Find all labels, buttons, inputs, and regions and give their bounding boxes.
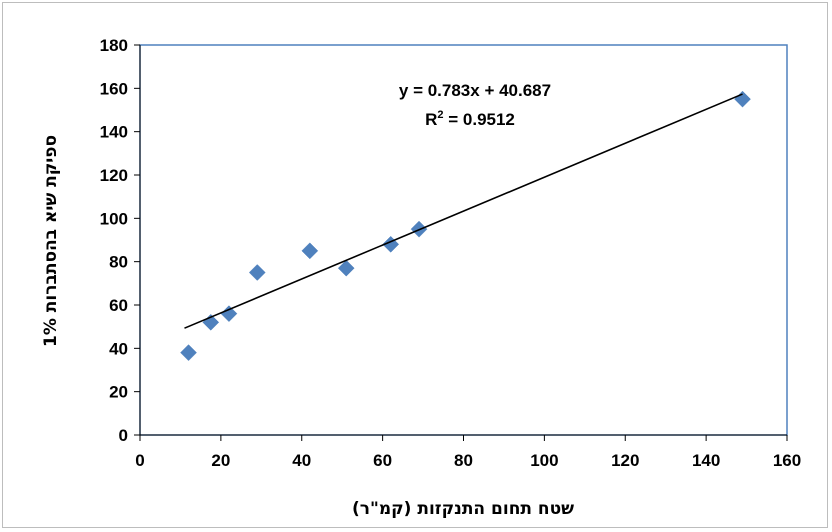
y-tick-label: 80 (109, 253, 128, 272)
r-squared-exponent: 2 (437, 109, 443, 121)
y-tick-label: 60 (109, 296, 128, 315)
x-tick-label: 80 (454, 451, 473, 470)
data-point-marker (248, 264, 266, 281)
trendline-equation: y = 0.783x + 40.687 (399, 81, 551, 100)
data-point-marker (301, 242, 319, 260)
plot-border (139, 44, 788, 436)
trendline (184, 93, 743, 329)
y-tick-label: 140 (100, 123, 128, 142)
y-tick-label: 100 (100, 209, 128, 228)
data-point-marker (734, 90, 751, 108)
data-points (180, 90, 751, 362)
data-point-marker (337, 259, 355, 277)
x-tick-label: 0 (135, 451, 144, 470)
data-point-marker (180, 344, 197, 362)
trendline-path (184, 93, 743, 329)
x-tick-label: 160 (773, 451, 801, 470)
r-squared-label: R2 = 0.9512 (425, 109, 515, 129)
x-tick-label: 40 (292, 451, 311, 470)
x-tick-label: 20 (211, 451, 230, 470)
plot-area (139, 44, 788, 436)
y-tick-label: 40 (109, 339, 128, 358)
y-axis-title: ספיקת שיא בהסתברות 1% (41, 135, 61, 347)
y-tick-label: 120 (100, 166, 128, 185)
x-axis-title: שטח תחום התנקזות (קמ"ר) (352, 499, 574, 519)
y-axis-ticks: 0 20 40 60 80 100 120 140 160 180 (100, 36, 141, 445)
y-tick-label: 160 (100, 79, 128, 98)
x-tick-label: 140 (692, 451, 720, 470)
x-tick-label: 60 (373, 451, 392, 470)
r-squared-value: = 0.9512 (444, 110, 515, 129)
x-tick-label: 100 (530, 451, 558, 470)
data-point-marker (220, 305, 238, 323)
x-axis-ticks: 0 20 40 60 80 100 120 140 160 (135, 434, 801, 470)
x-tick-label: 120 (611, 451, 639, 470)
y-tick-label: 0 (119, 426, 128, 445)
y-tick-label: 20 (109, 383, 128, 402)
r-squared-letter: R (425, 110, 437, 129)
y-tick-label: 180 (100, 36, 128, 55)
